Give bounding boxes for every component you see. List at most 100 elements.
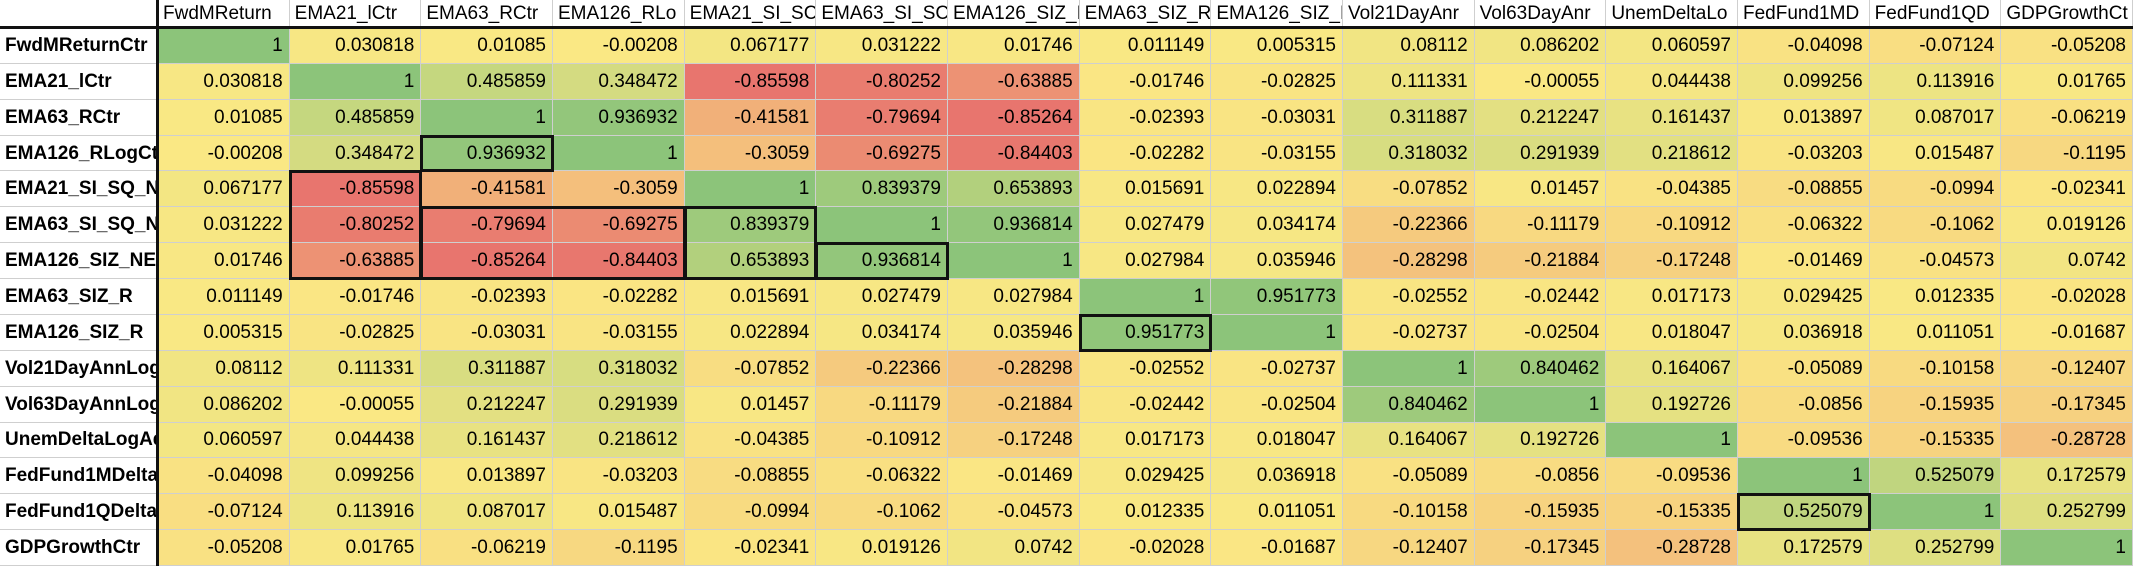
freeze-line: [0, 26, 2133, 29]
value-cell: -0.09536: [1738, 422, 1870, 459]
value-cell: 0.348472: [553, 63, 685, 100]
value-cell: -0.01746: [289, 279, 422, 315]
value-cell: -0.28728: [2001, 422, 2133, 459]
value-cell: 0.164067: [1343, 422, 1475, 459]
value-cell: -0.10158: [1343, 494, 1475, 531]
value-cell: -0.00055: [289, 386, 422, 423]
value-cell: 0.01085: [158, 99, 290, 136]
value-cell: -0.28298: [948, 350, 1080, 387]
value-cell: -0.03031: [1211, 99, 1343, 136]
row-label: EMA63_RCtr: [0, 99, 158, 136]
row-label: FedFund1MDeltaZ: [0, 458, 158, 495]
value-cell: 0.840462: [1474, 350, 1607, 387]
value-cell: -0.15935: [1474, 494, 1607, 531]
value-cell: -0.03203: [1738, 135, 1870, 172]
value-cell: 0.086202: [158, 386, 290, 423]
value-cell: -0.22366: [816, 350, 948, 387]
value-cell: 0.113916: [289, 494, 422, 531]
column-header: EMA126_SIZ_I: [1211, 0, 1343, 28]
value-cell: 0.172579: [2001, 458, 2133, 495]
value-cell: 0.019126: [2001, 207, 2133, 244]
value-cell: 0.018047: [1211, 422, 1343, 459]
value-cell: -0.28728: [1606, 530, 1738, 566]
value-cell: -0.02442: [1474, 279, 1607, 315]
value-cell: -0.21884: [1474, 243, 1607, 280]
value-cell: 0.318032: [1343, 135, 1475, 172]
value-cell: -0.00208: [553, 28, 685, 64]
value-cell: -0.02737: [1343, 314, 1475, 351]
value-cell: 0.027984: [948, 279, 1080, 315]
value-cell: -0.10912: [816, 422, 948, 459]
column-header: UnemDeltaLo: [1606, 0, 1738, 28]
column-header: EMA63_SIZ_R: [1079, 0, 1212, 28]
value-cell: 0.113916: [1869, 63, 2002, 100]
value-cell: -0.17345: [2001, 386, 2133, 423]
value-cell: -0.01469: [948, 458, 1080, 495]
value-cell: -0.02028: [2001, 279, 2133, 315]
value-cell: 0.044438: [1606, 63, 1738, 100]
value-cell: -0.07124: [158, 494, 290, 531]
value-cell: 0.031222: [816, 28, 948, 64]
value-cell: 0.111331: [1343, 63, 1475, 100]
value-cell: -0.02504: [1211, 386, 1343, 423]
value-cell: 0.011149: [158, 279, 290, 315]
value-cell: 0.01085: [421, 28, 553, 64]
value-cell: -0.15935: [1869, 386, 2002, 423]
value-cell: -0.02825: [1211, 63, 1343, 100]
value-cell: 0.172579: [1738, 530, 1870, 566]
value-cell: -0.02341: [684, 530, 817, 566]
value-cell: -0.22366: [1343, 207, 1475, 244]
value-cell: -0.02825: [289, 314, 422, 351]
value-cell: -0.03155: [553, 314, 685, 351]
value-cell: 1: [816, 207, 948, 244]
row-label: GDPGrowthCtr: [0, 530, 158, 566]
value-cell: 0.485859: [421, 63, 553, 100]
value-cell: 0.161437: [421, 422, 553, 459]
value-cell: 1: [421, 99, 553, 136]
value-cell: 0.027479: [816, 279, 948, 315]
value-cell: -0.02282: [553, 279, 685, 315]
value-cell: 1: [1343, 350, 1475, 387]
value-cell: 0.08112: [158, 350, 290, 387]
column-header: Vol21DayAnr: [1343, 0, 1475, 28]
value-cell: 0.011051: [1869, 314, 2002, 351]
value-cell: 0.951773: [1211, 279, 1343, 315]
row-label: EMA63_SIZ_R: [0, 279, 158, 315]
value-cell: 0.01746: [158, 243, 290, 280]
value-cell: 0.318032: [553, 350, 685, 387]
value-cell: 0.034174: [1211, 207, 1343, 244]
value-cell: 0.111331: [289, 350, 422, 387]
value-cell: -0.3059: [684, 135, 817, 172]
value-cell: 1: [2001, 530, 2133, 566]
value-cell: -0.0994: [1869, 171, 2002, 208]
value-cell: -0.06322: [816, 458, 948, 495]
value-cell: -0.28298: [1343, 243, 1475, 280]
value-cell: 1: [289, 63, 422, 100]
value-cell: 0.192726: [1474, 422, 1607, 459]
corner-cell: [0, 0, 158, 28]
value-cell: 0.192726: [1606, 386, 1738, 423]
value-cell: 0.087017: [1869, 99, 2002, 136]
value-cell: -0.06219: [421, 530, 553, 566]
value-cell: 0.027984: [1079, 243, 1212, 280]
value-cell: 0.005315: [158, 314, 290, 351]
value-cell: -0.69275: [553, 207, 685, 244]
value-cell: -0.17248: [948, 422, 1080, 459]
value-cell: -0.80252: [816, 63, 948, 100]
row-label: EMA21_lCtr: [0, 63, 158, 100]
value-cell: 0.348472: [289, 135, 422, 172]
value-cell: 0.012335: [1079, 494, 1212, 531]
value-cell: -0.01469: [1738, 243, 1870, 280]
value-cell: 0.015691: [1079, 171, 1212, 208]
value-cell: 0.087017: [421, 494, 553, 531]
value-cell: 0.067177: [684, 28, 817, 64]
value-cell: -0.63885: [948, 63, 1080, 100]
value-cell: 0.099256: [1738, 63, 1870, 100]
value-cell: 0.936932: [553, 99, 685, 136]
value-cell: -0.85264: [421, 243, 553, 280]
value-cell: 0.029425: [1738, 279, 1870, 315]
value-cell: -0.03203: [553, 458, 685, 495]
value-cell: -0.07124: [1869, 28, 2002, 64]
value-cell: 0.653893: [684, 243, 817, 280]
